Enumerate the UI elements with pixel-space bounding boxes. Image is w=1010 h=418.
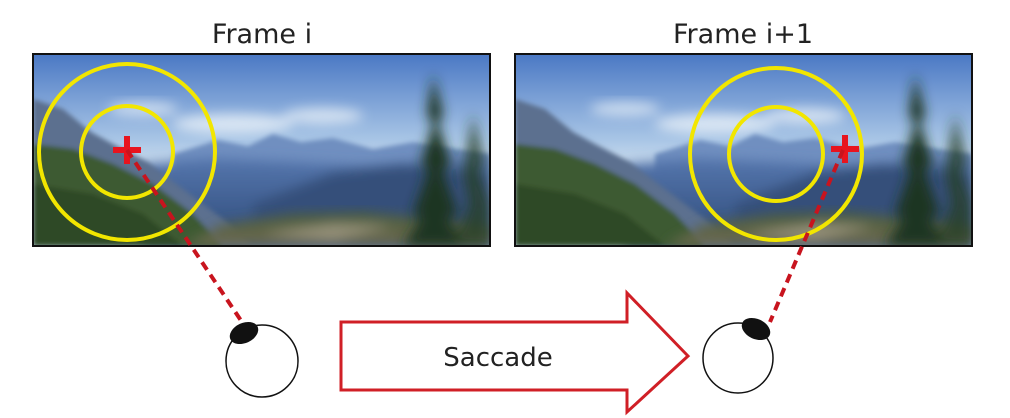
saccade-arrow: Saccade — [341, 293, 688, 412]
eye-right — [703, 314, 774, 393]
eye-left — [226, 318, 298, 397]
frame-i-title: Frame i — [212, 19, 312, 50]
saccade-label: Saccade — [443, 343, 552, 373]
frame-i-plus-1-title: Frame i+1 — [673, 19, 813, 50]
frame-i-plus-1-image — [515, 54, 972, 246]
frame-i-image — [33, 54, 490, 246]
